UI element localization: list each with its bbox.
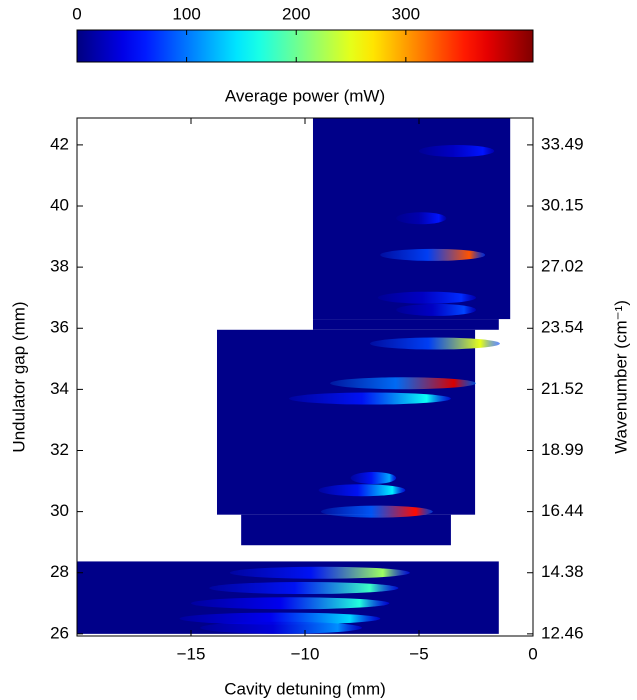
colorbar-tick-label: 300 bbox=[392, 4, 420, 23]
y-tick-label: 40 bbox=[50, 195, 69, 214]
y2-tick-label: 27.02 bbox=[541, 257, 584, 276]
x-tick-label: −5 bbox=[409, 644, 428, 663]
streak bbox=[350, 472, 397, 485]
colorbar-tick-label: 100 bbox=[172, 4, 200, 23]
y2-tick-label: 33.49 bbox=[541, 134, 584, 153]
streak bbox=[419, 145, 495, 158]
y-tick-label: 42 bbox=[50, 134, 69, 153]
y-tick-label: 32 bbox=[50, 440, 69, 459]
heat-region bbox=[241, 514, 451, 546]
y2-tick-label: 12.46 bbox=[541, 623, 584, 642]
y2-tick-label: 16.44 bbox=[541, 501, 584, 520]
x-tick-label: 0 bbox=[528, 644, 537, 663]
y-tick-label: 26 bbox=[50, 623, 69, 642]
streak bbox=[289, 392, 451, 405]
y2-tick-label: 23.54 bbox=[541, 318, 584, 337]
y-tick-label: 30 bbox=[50, 501, 69, 520]
y-tick-label: 28 bbox=[50, 562, 69, 581]
y2-tick-label: 14.38 bbox=[541, 562, 584, 581]
colorbar bbox=[76, 29, 534, 63]
heat-region bbox=[312, 319, 499, 330]
streak bbox=[191, 597, 390, 610]
streak bbox=[330, 377, 476, 390]
y2-tick-label: 21.52 bbox=[541, 379, 584, 398]
y-tick-label: 36 bbox=[50, 318, 69, 337]
y-axis-label: Undulator gap (mm) bbox=[9, 301, 28, 452]
x-tick-label: −15 bbox=[177, 644, 206, 663]
streak bbox=[229, 566, 410, 579]
streak bbox=[209, 582, 399, 595]
x-tick-label: −10 bbox=[291, 644, 320, 663]
colorbar-tick-label: 200 bbox=[282, 4, 310, 23]
streak bbox=[318, 484, 406, 497]
streak bbox=[320, 505, 433, 518]
colorbar-label: Average power (mW) bbox=[225, 86, 385, 105]
heat-region bbox=[216, 329, 476, 515]
streak bbox=[179, 612, 381, 625]
y2-tick-label: 30.15 bbox=[541, 195, 584, 214]
streak bbox=[369, 337, 500, 350]
y-tick-label: 34 bbox=[50, 379, 69, 398]
streak bbox=[380, 248, 486, 261]
streak bbox=[377, 291, 477, 304]
streak bbox=[396, 303, 476, 316]
y-tick-label: 38 bbox=[50, 257, 69, 276]
x-axis-label: Cavity detuning (mm) bbox=[224, 679, 386, 698]
y2-axis-label: Wavenumber (cm⁻¹) bbox=[611, 300, 630, 454]
y2-tick-label: 18.99 bbox=[541, 440, 584, 459]
streak bbox=[200, 621, 362, 634]
streak bbox=[396, 212, 447, 225]
colorbar-tick-label: 0 bbox=[72, 4, 81, 23]
